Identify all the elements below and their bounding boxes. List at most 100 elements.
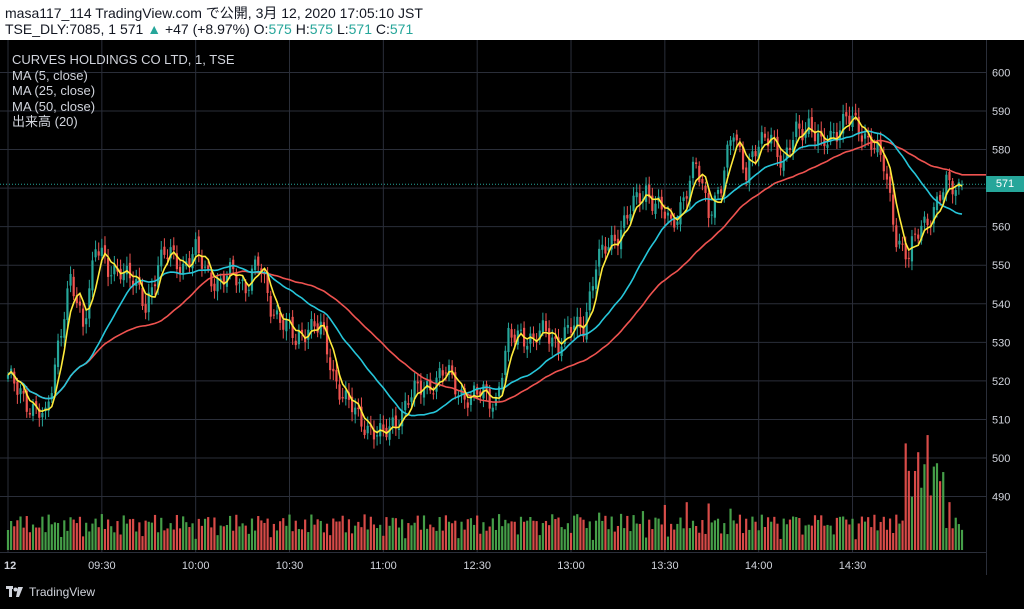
volume-bar [344, 532, 347, 550]
time-tick-11:00: 11:00 [370, 560, 397, 572]
candle-body [760, 132, 763, 144]
volume-bar [97, 527, 100, 550]
price-axis[interactable]: 490500510520530540550560570580590600 [986, 40, 1024, 575]
volume-bar [807, 524, 810, 550]
candle-body [304, 336, 307, 343]
candle-body [813, 131, 817, 142]
legend-volume[interactable]: 出来高 (20) [12, 114, 78, 129]
candle-body [175, 253, 178, 270]
chart-area[interactable] [0, 40, 986, 552]
volume-bar [35, 527, 38, 550]
volume-bar [779, 538, 782, 550]
volume-bar [10, 520, 13, 550]
volume-bar [569, 532, 573, 550]
volume-bar [579, 517, 582, 550]
candle-body [447, 365, 451, 375]
time-axis[interactable]: 12 09:30 10:00 10:30 11:00 12:30 13:00 13:30 14:… [0, 552, 986, 576]
candle-body [16, 381, 19, 395]
candle-body [153, 284, 157, 287]
volume-bar [188, 527, 191, 550]
price-tick-490: 490 [992, 492, 1010, 504]
volume-bar [654, 517, 657, 550]
volume-bar [232, 530, 235, 550]
candle-body [469, 396, 473, 405]
volume-bar [222, 526, 225, 550]
volume-bar [119, 534, 122, 550]
candle-body [757, 146, 760, 159]
volume-bar [623, 528, 626, 550]
candle-body [885, 173, 889, 180]
volume-bar [823, 525, 826, 550]
candle-body [382, 424, 385, 431]
volume-bar [651, 529, 654, 550]
candle-body [588, 291, 591, 311]
tradingview-logo[interactable]: TradingView [6, 585, 95, 599]
candle-body [391, 417, 394, 426]
volume-bar [792, 516, 795, 550]
volume-bar [932, 466, 935, 550]
candle-body [85, 318, 88, 325]
volume-bar [244, 525, 247, 550]
candle-body [13, 371, 16, 384]
volume-bar [316, 519, 319, 550]
volume-bar [254, 530, 257, 550]
candle-body [648, 184, 651, 198]
price-tick-580: 580 [992, 145, 1010, 157]
volume-bar [60, 536, 63, 550]
volume-bar [635, 523, 638, 550]
candle-body [266, 271, 269, 293]
candle-body [735, 134, 738, 141]
legend-ma25[interactable]: MA (25, close) [12, 83, 96, 98]
candle-body [272, 314, 275, 316]
volume-bar [472, 524, 476, 550]
candle-body [842, 113, 845, 134]
candle-body [25, 390, 28, 412]
candle-body [654, 203, 657, 214]
volume-bar [504, 519, 507, 550]
volume-bar [573, 515, 576, 550]
volume-bar [882, 516, 885, 550]
volume-bar [166, 528, 169, 550]
volume-bar [673, 529, 676, 550]
candle-body [416, 381, 419, 384]
candle-body [147, 292, 150, 313]
volume-bar [535, 521, 538, 550]
volume-bar [854, 539, 857, 550]
volume-bar [66, 530, 69, 550]
legend-ma50[interactable]: MA (50, close) [12, 98, 96, 114]
volume-bar [357, 521, 360, 550]
candle-body [626, 214, 629, 219]
candle-body [254, 259, 257, 271]
candle-body [182, 263, 185, 275]
candle-body [854, 112, 857, 116]
publish-line: masa117_114 TradingView.com で公開, 3月 12, … [5, 5, 423, 21]
candle-body [629, 214, 632, 221]
candle-body [63, 319, 66, 338]
candle-body [810, 117, 813, 133]
volume-bar [729, 508, 732, 550]
candle-body [113, 265, 116, 275]
volume-bar [898, 523, 901, 550]
candle-body [188, 258, 191, 267]
volume-bar [701, 520, 704, 550]
candle-body [397, 428, 401, 430]
candle-body [798, 123, 801, 129]
chart-svg[interactable] [0, 40, 986, 552]
price-tick-510: 510 [992, 414, 1010, 426]
volume-bar [128, 519, 132, 550]
volume-bar [401, 519, 404, 550]
candle-body [100, 247, 103, 256]
volume-bar [100, 514, 103, 550]
ma5-line [7, 116, 963, 435]
tradingview-logo-icon [6, 586, 23, 597]
volume-bar [125, 523, 128, 550]
volume-bar [200, 525, 204, 550]
last-price: 571 [119, 21, 144, 37]
candle-body [66, 288, 69, 321]
volume-bar [691, 520, 695, 550]
volume-bar [857, 523, 860, 550]
volume-bar [22, 527, 25, 550]
candle-body [835, 132, 838, 142]
legend-ma5[interactable]: MA (5, close) [12, 67, 88, 83]
volume-bar [113, 532, 116, 550]
